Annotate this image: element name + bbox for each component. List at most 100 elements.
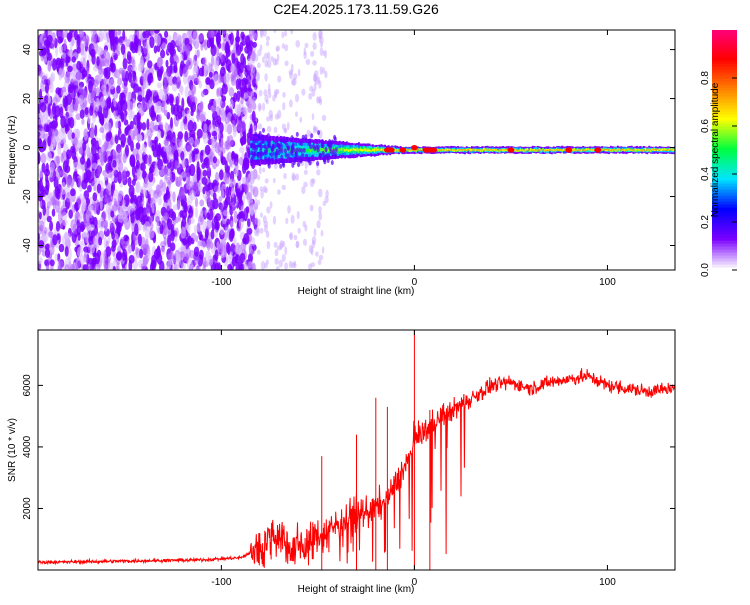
spectrogram-cell — [460, 149, 463, 151]
spectrogram-peak — [594, 147, 602, 153]
spectrogram-cell — [313, 228, 317, 237]
spectrogram-cell — [273, 89, 278, 97]
spectrogram-x-tick-label: 100 — [599, 277, 616, 288]
spectrogram-cell — [267, 92, 272, 99]
spectrogram-cell — [196, 187, 200, 196]
spectrogram-cell — [247, 58, 253, 66]
spectrogram-cell — [309, 148, 312, 153]
spectrogram-cell — [125, 144, 129, 157]
spectrogram-cell — [660, 148, 663, 150]
spectrogram-cell — [221, 108, 226, 119]
spectrogram-cell — [264, 52, 269, 60]
spectrogram-y-tick-label: 40 — [22, 44, 33, 56]
spectrogram-cell — [38, 226, 43, 235]
spectrogram-cell — [248, 234, 253, 243]
spectrogram-cell — [79, 66, 86, 74]
spectrogram-cell — [277, 109, 282, 119]
spectrogram-cell — [64, 264, 70, 270]
spectrogram-cell — [250, 155, 254, 161]
spectrogram-cell — [111, 231, 115, 240]
spectrogram-cell — [70, 145, 76, 154]
spectrogram-cell — [256, 152, 260, 158]
spectrogram-cell — [203, 66, 207, 78]
spectrogram-cell — [154, 102, 159, 114]
spectrogram-cell — [198, 230, 203, 241]
spectrogram-cell — [164, 168, 168, 181]
spectrogram-cell — [331, 139, 334, 145]
spectrogram-cell — [252, 138, 256, 144]
spectrogram-cell — [528, 149, 531, 151]
spectrogram-cell — [146, 93, 151, 101]
spectrogram-cell — [283, 148, 287, 154]
spectrogram-cell — [231, 256, 237, 267]
spectrogram-cell — [47, 52, 52, 61]
spectrogram-cell — [85, 169, 92, 180]
spectrogram-cell — [192, 54, 197, 66]
spectrogram-cell — [150, 109, 157, 122]
spectrogram-cell — [190, 101, 197, 113]
colorbar-cell — [712, 144, 737, 148]
spectrogram-cell — [282, 138, 286, 144]
spectrogram-cell — [141, 71, 145, 80]
colorbar-cell — [712, 159, 737, 163]
spectrogram-cell — [209, 241, 214, 249]
spectrogram-cell — [66, 32, 72, 41]
spectrogram-cell — [111, 62, 116, 73]
spectrogram-cell — [45, 179, 50, 191]
spectrogram-cell — [649, 149, 652, 153]
spectrogram-cell — [246, 135, 251, 146]
spectrogram-cell — [91, 162, 98, 169]
spectrogram-cell — [183, 253, 189, 263]
spectrogram-cell — [517, 149, 520, 151]
spectrogram-cell — [309, 144, 313, 150]
spectrogram-cell — [248, 30, 254, 37]
spectrogram-cell — [266, 138, 270, 144]
spectrogram-cell — [332, 148, 336, 154]
colorbar-cell — [712, 129, 737, 133]
spectrogram-cell — [129, 120, 134, 130]
spectrogram-cell — [417, 148, 419, 150]
spectrogram-cell — [187, 222, 191, 233]
spectrogram-cell — [86, 157, 91, 169]
spectrogram-cell — [223, 72, 230, 85]
spectrogram-cell — [117, 149, 123, 158]
spectrogram-cell — [285, 136, 289, 142]
spectrogram-cell — [173, 103, 179, 117]
spectrogram-cell — [592, 149, 595, 151]
spectrogram-cell — [281, 184, 286, 191]
spectrogram-cell — [331, 152, 335, 158]
spectrogram-cell — [44, 226, 48, 235]
spectrogram-cell — [284, 60, 289, 67]
spectrogram-cell — [155, 210, 161, 223]
spectrogram-cell — [467, 149, 470, 151]
spectrogram-cell — [242, 107, 248, 116]
spectrogram-cell — [160, 49, 166, 59]
spectrogram-cell — [250, 142, 253, 148]
spectrogram-cell — [235, 188, 242, 199]
colorbar-cell — [712, 171, 737, 175]
spectrogram-cell — [212, 192, 217, 200]
spectrogram-cell — [231, 201, 235, 214]
spectrogram-cell — [136, 152, 140, 162]
spectrogram-cell — [644, 149, 647, 151]
spectrogram-cell — [280, 154, 284, 160]
spectrogram-cell — [634, 149, 637, 152]
spectrogram-cell — [451, 149, 454, 151]
spectrogram-cell — [270, 56, 274, 62]
spectrogram-cell — [542, 148, 545, 151]
spectrogram-cell — [231, 187, 235, 198]
spectrogram-cell — [252, 186, 259, 198]
spectrogram-cell — [123, 234, 129, 242]
spectrogram-cell — [465, 149, 468, 151]
spectrogram-cell — [191, 173, 195, 186]
spectrogram-cell — [61, 52, 67, 59]
spectrogram-cell — [488, 149, 491, 151]
colorbar-cell — [712, 162, 737, 166]
spectrogram-cell — [216, 36, 221, 43]
spectrogram-cell — [196, 111, 200, 122]
spectrogram-cell — [268, 109, 273, 119]
spectrogram-cell — [497, 149, 499, 151]
spectrogram-cell — [149, 215, 154, 224]
spectrogram-cell — [115, 158, 120, 169]
spectrogram-cell — [182, 238, 187, 246]
